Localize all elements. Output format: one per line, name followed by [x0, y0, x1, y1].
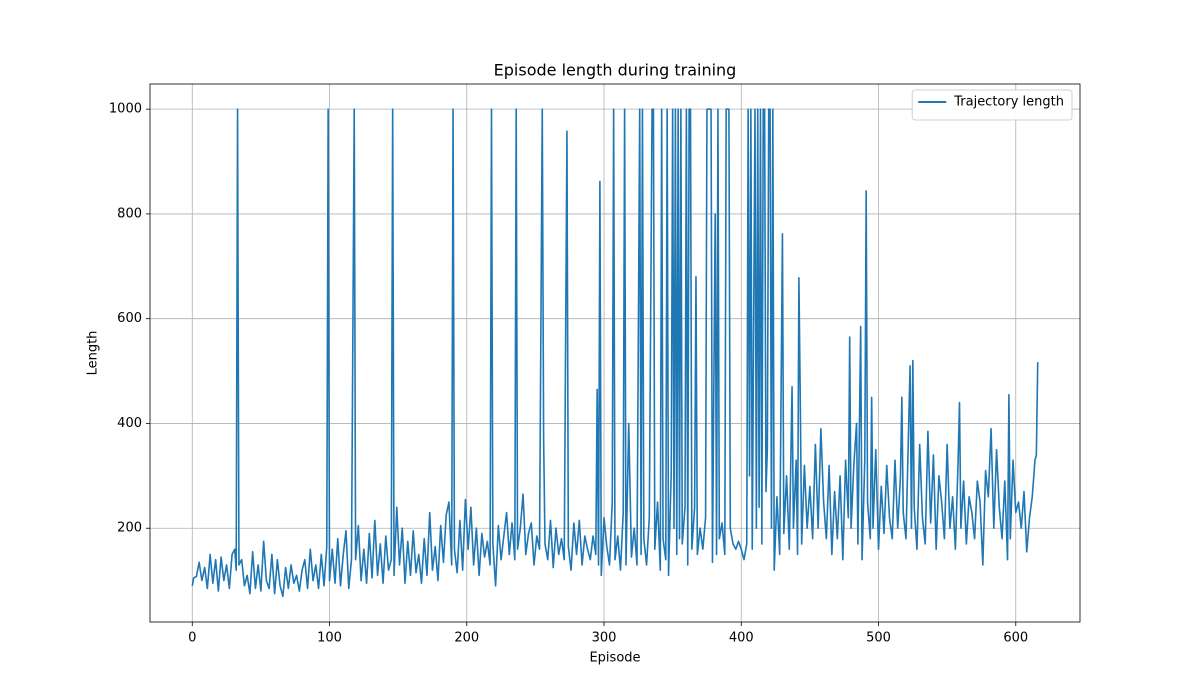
x-tick-label: 300	[592, 631, 617, 646]
y-tick-label: 200	[117, 521, 142, 536]
x-tick-label: 400	[729, 631, 754, 646]
plot	[191, 108, 1039, 598]
legend-label: Trajectory length	[953, 95, 1064, 110]
x-tick-label: 0	[188, 631, 196, 646]
chart-title: Episode length during training	[494, 61, 737, 80]
y-axis-label: Length	[86, 331, 101, 376]
x-tick-label: 500	[866, 631, 891, 646]
x-axis-label: Episode	[589, 651, 640, 666]
legend: Trajectory length	[911, 89, 1073, 121]
y-tick-label: 400	[117, 416, 142, 431]
y-tick-label: 1000	[109, 102, 142, 117]
x-tick-label: 600	[1003, 631, 1028, 646]
axes-frame	[149, 83, 1081, 623]
series-line	[191, 108, 1039, 598]
legend-box	[911, 89, 1073, 121]
x-tick-label: 200	[454, 631, 479, 646]
y-tick-label: 600	[117, 311, 142, 326]
x-tick-label: 100	[317, 631, 342, 646]
y-tick-label: 800	[117, 206, 142, 221]
